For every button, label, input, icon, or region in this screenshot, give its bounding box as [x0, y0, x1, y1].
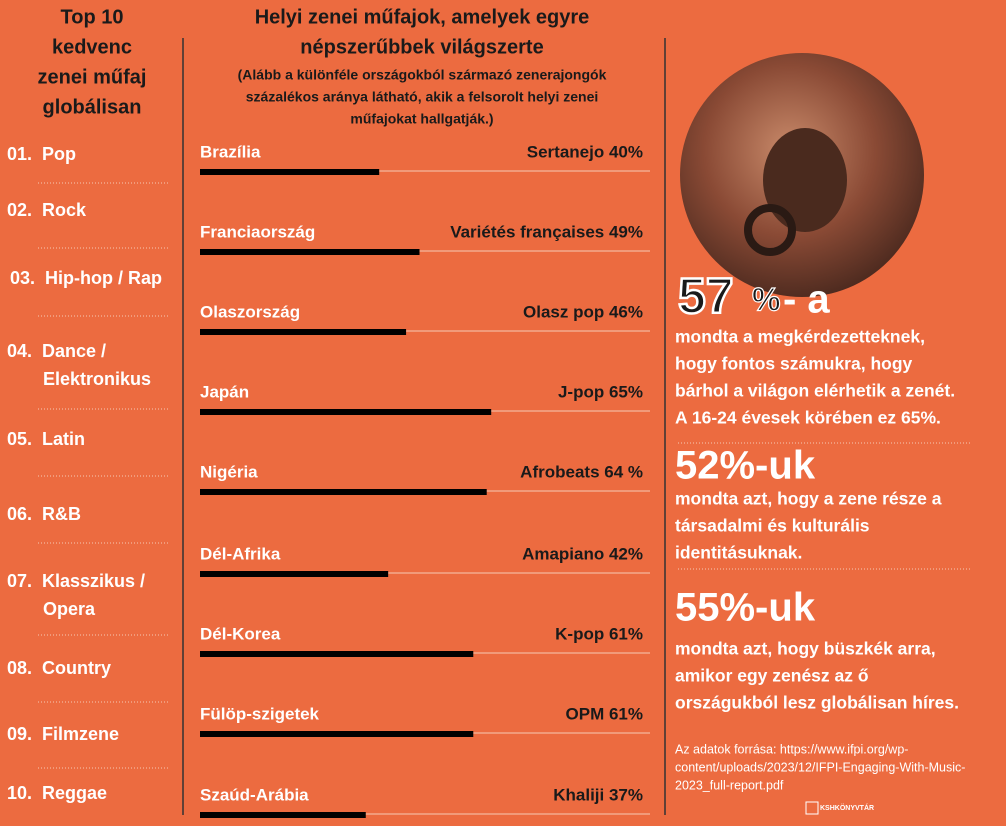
- rank: 10.: [7, 783, 32, 803]
- country: Szaúd-Arábia: [200, 785, 309, 804]
- genre-name: Latin: [42, 429, 85, 449]
- bar: [200, 651, 474, 657]
- value-label: Variétés françaises 49%: [450, 222, 643, 241]
- country: Olaszország: [200, 302, 300, 321]
- value-label: Khaliji 37%: [553, 785, 643, 804]
- photo-detail: [744, 204, 796, 256]
- chart-subtitle: (Alább a különféle országokból származó …: [238, 67, 607, 83]
- rank: 08.: [7, 658, 32, 678]
- rank: 05.: [7, 429, 32, 449]
- chart-title: Helyi zenei műfajok, amelyek egyre: [255, 6, 590, 28]
- stat-figure: 52%-uk: [675, 444, 816, 488]
- left-title: zenei műfaj: [38, 66, 147, 88]
- value-label: OPM 61%: [566, 704, 643, 723]
- bar: [200, 409, 492, 415]
- rank: 04.: [7, 341, 32, 361]
- photo-detail: [763, 128, 847, 232]
- stat-text: hogy fontos számukra, hogy: [675, 354, 913, 374]
- stat-text: amikor egy zenész az ő: [675, 666, 869, 686]
- stat-unit: %: [752, 281, 780, 317]
- left-title: globálisan: [43, 96, 142, 118]
- bar: [200, 812, 366, 818]
- value-label: Amapiano 42%: [522, 544, 643, 563]
- genre-name: Klasszikus /: [42, 571, 145, 591]
- genre-name: R&B: [42, 504, 81, 524]
- stat-figure: 55%-uk: [675, 586, 816, 630]
- stat-text: bárhol a világon elérhetik a zenét.: [675, 381, 955, 401]
- stat-text: társadalmi és kulturális: [675, 516, 870, 536]
- bar: [200, 489, 487, 495]
- stat-text: identitásuknak.: [675, 543, 802, 563]
- source: content/uploads/2023/12/IFPI-Engaging-Wi…: [675, 760, 965, 774]
- chart-subtitle: százalékos aránya látható, akik a felsor…: [246, 89, 599, 105]
- logo-box: [805, 801, 819, 815]
- stat-text: mondta azt, hogy büszkék arra,: [675, 639, 936, 659]
- country: Fülöp-szigetek: [200, 704, 320, 723]
- country: Japán: [200, 382, 249, 401]
- stat-text: mondta azt, hogy a zene része a: [675, 489, 942, 509]
- rank: 01.: [7, 144, 32, 164]
- stat-text: országukból lesz globálisan híres.: [675, 693, 959, 713]
- genre-name: Dance /: [42, 341, 106, 361]
- country: Dél-Afrika: [200, 544, 281, 563]
- left-title: Top 10: [61, 6, 124, 28]
- stat-figure: 57: [678, 268, 734, 324]
- stat-suffix: - a: [783, 278, 830, 322]
- value-label: Afrobeats 64 %: [520, 462, 643, 481]
- chart-title: népszerűbbek világszerte: [300, 36, 543, 58]
- value-label: K-pop 61%: [555, 624, 643, 643]
- chart-subtitle: műfajokat hallgatják.): [350, 111, 493, 127]
- country: Franciaország: [200, 222, 315, 241]
- bar: [200, 329, 407, 335]
- logo: KSHKÖNYVTÁR: [820, 803, 874, 812]
- genre-name: Country: [42, 658, 111, 678]
- rank: 07.: [7, 571, 32, 591]
- rank: 06.: [7, 504, 32, 524]
- genre-name: Pop: [42, 144, 76, 164]
- value-label: Olasz pop 46%: [523, 302, 643, 321]
- value-label: Sertanejo 40%: [527, 142, 643, 161]
- rank: 02.: [7, 200, 32, 220]
- genre-name: Opera: [43, 599, 96, 619]
- rank: 09.: [7, 724, 32, 744]
- genre-name: Hip-hop / Rap: [45, 268, 162, 288]
- country: Dél-Korea: [200, 624, 281, 643]
- value-label: J-pop 65%: [558, 382, 643, 401]
- stat-text: mondta a megkérdezetteknek,: [675, 327, 925, 347]
- source: Az adatok forrása: https://www.ifpi.org/…: [675, 742, 908, 756]
- genre-name: Reggae: [42, 783, 107, 803]
- bar: [200, 571, 389, 577]
- genre-name: Elektronikus: [43, 369, 151, 389]
- bar: [200, 731, 474, 737]
- source: 2023_full-report.pdf: [675, 778, 784, 792]
- genre-name: Rock: [42, 200, 87, 220]
- stat-text: A 16-24 évesek körében ez 65%.: [675, 408, 941, 428]
- country: Nigéria: [200, 462, 258, 481]
- bar: [200, 249, 420, 255]
- bar: [200, 169, 380, 175]
- left-title: kedvenc: [52, 36, 132, 58]
- genre-name: Filmzene: [42, 724, 119, 744]
- country: Brazília: [200, 142, 261, 161]
- rank: 03.: [10, 268, 35, 288]
